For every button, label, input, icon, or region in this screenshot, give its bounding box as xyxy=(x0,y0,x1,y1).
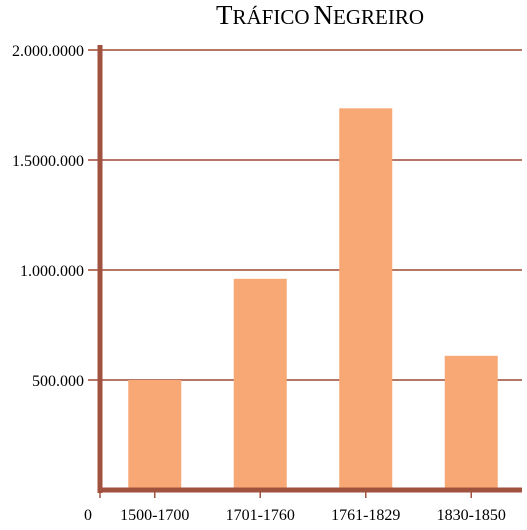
bar xyxy=(128,380,181,490)
y-tick-label: 500.000 xyxy=(32,373,84,390)
grid-lines xyxy=(88,50,522,380)
x-tick-label: 1830-1850 xyxy=(437,507,506,524)
bar xyxy=(445,356,498,490)
bar xyxy=(339,108,392,490)
bar xyxy=(234,279,287,490)
x-tick-label: 1761-1829 xyxy=(331,507,400,524)
y-tick-label: 1.000.000 xyxy=(20,263,84,280)
chart-title-initial: T xyxy=(216,0,233,30)
bars xyxy=(128,108,498,490)
x-tick-labels: 1500-1700 1701-1760 1761-1829 1830-1850 xyxy=(120,507,506,524)
chart-title: TRÁFICO NEGREIRO xyxy=(216,0,424,30)
x-tick-label: 1701-1760 xyxy=(226,507,295,524)
y-tick-label: 1.5000.000 xyxy=(12,153,84,170)
y-tick-labels: 0 500.000 1.000.000 1.5000.000 2.000.0000 xyxy=(12,43,92,524)
y-tick-label: 2.000.0000 xyxy=(12,43,84,60)
chart-title-rest: RÁFICO xyxy=(232,5,309,29)
chart-title-initial: N xyxy=(314,0,334,30)
y-tick-label: 0 xyxy=(84,507,92,524)
x-tick-label: 1500-1700 xyxy=(120,507,189,524)
chart-title-rest: EGREIRO xyxy=(333,5,424,29)
